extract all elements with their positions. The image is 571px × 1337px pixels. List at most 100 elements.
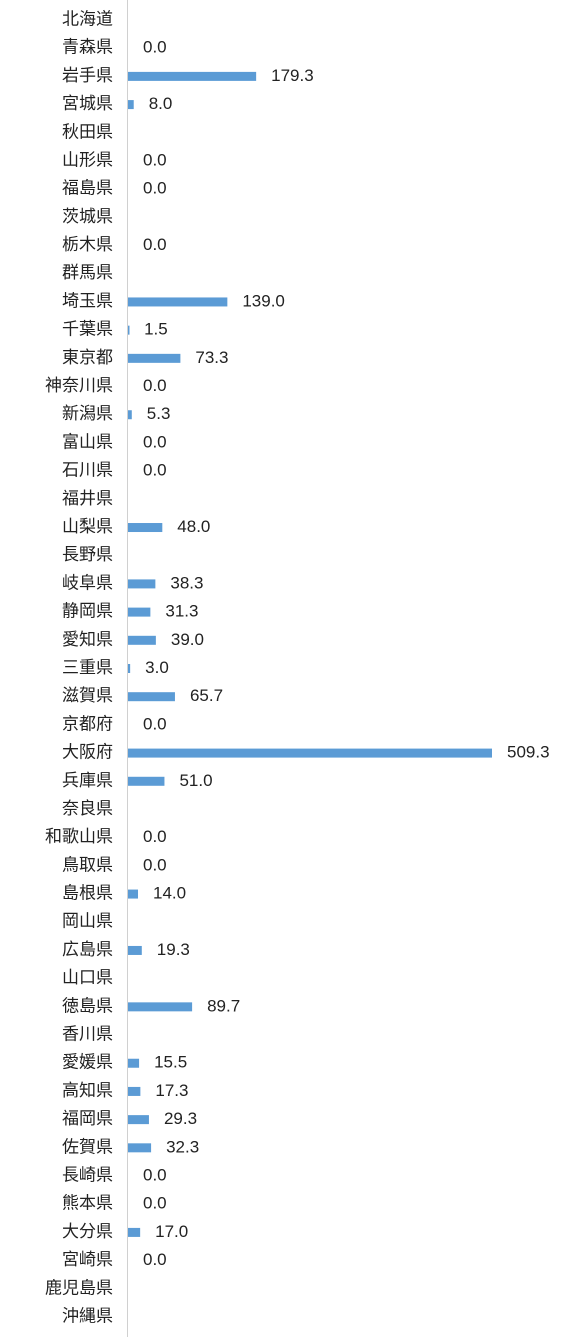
- category-label: 茨城県: [62, 207, 113, 226]
- category-label: 山口県: [62, 968, 113, 987]
- value-label: 19.3: [157, 940, 190, 959]
- category-label: 宮崎県: [62, 1250, 113, 1269]
- bar: [128, 748, 492, 758]
- bar: [128, 607, 151, 617]
- category-label: 岡山県: [62, 912, 113, 931]
- category-label: 神奈川県: [45, 376, 113, 395]
- bar: [128, 410, 132, 420]
- category-label: 千葉県: [62, 320, 113, 339]
- value-label: 17.0: [155, 1222, 188, 1241]
- value-label: 5.3: [147, 404, 171, 423]
- category-label: 岐阜県: [62, 573, 113, 592]
- bar: [128, 1227, 141, 1237]
- value-label: 0.0: [143, 461, 167, 480]
- value-label: 0.0: [143, 714, 167, 733]
- bar: [128, 325, 130, 335]
- category-label: 福島県: [62, 179, 113, 198]
- value-label: 0.0: [143, 1166, 167, 1185]
- value-label: 0.0: [143, 376, 167, 395]
- value-label: 3.0: [145, 658, 169, 677]
- category-label: 群馬県: [62, 263, 113, 282]
- value-label: 8.0: [149, 94, 173, 113]
- category-label: 山形県: [62, 150, 113, 169]
- bar: [128, 692, 175, 702]
- bar: [128, 523, 163, 533]
- category-label: 青森県: [62, 38, 113, 57]
- bar: [128, 889, 139, 899]
- value-label: 51.0: [179, 771, 212, 790]
- category-label: 東京都: [62, 348, 113, 367]
- value-label: 0.0: [143, 179, 167, 198]
- value-label: 15.5: [154, 1053, 187, 1072]
- value-label: 0.0: [143, 150, 167, 169]
- value-label: 48.0: [177, 517, 210, 536]
- value-label: 509.3: [507, 743, 550, 762]
- bar: [128, 776, 165, 786]
- category-label: 愛知県: [62, 630, 113, 649]
- bar: [128, 945, 142, 955]
- bar: [128, 1143, 152, 1153]
- bar: [128, 100, 134, 110]
- category-label: 奈良県: [62, 799, 113, 818]
- value-label: 0.0: [143, 1250, 167, 1269]
- category-label: 秋田県: [62, 122, 113, 141]
- value-label: 65.7: [190, 686, 223, 705]
- value-label: 89.7: [207, 996, 240, 1015]
- category-label: 新潟県: [62, 404, 113, 423]
- bar: [128, 1115, 149, 1125]
- bar: [128, 1086, 141, 1096]
- bar: [128, 664, 131, 673]
- value-label: 38.3: [170, 573, 203, 592]
- category-label: 埼玉県: [62, 291, 113, 310]
- category-label: 熊本県: [62, 1194, 113, 1213]
- category-label: 和歌山県: [45, 827, 113, 846]
- bar: [128, 353, 181, 363]
- value-label: 1.5: [144, 320, 168, 339]
- value-label: 0.0: [143, 1194, 167, 1213]
- value-label: 14.0: [153, 884, 186, 903]
- category-label: 大阪府: [62, 743, 113, 762]
- category-label: 鳥取県: [62, 855, 113, 874]
- value-label: 17.3: [155, 1081, 188, 1100]
- category-label: 岩手県: [62, 66, 113, 85]
- category-label: 徳島県: [62, 996, 113, 1015]
- value-label: 39.0: [171, 630, 204, 649]
- bar: [128, 1058, 140, 1068]
- category-label: 富山県: [62, 432, 113, 451]
- value-label: 31.3: [165, 602, 198, 621]
- value-label: 0.0: [143, 855, 167, 874]
- category-label: 三重県: [62, 658, 113, 677]
- category-label: 島根県: [62, 884, 113, 903]
- bar: [128, 297, 228, 307]
- value-label: 139.0: [242, 291, 285, 310]
- category-label: 香川県: [62, 1025, 113, 1044]
- bar: [128, 579, 156, 589]
- category-label: 福井県: [62, 489, 113, 508]
- category-label: 福岡県: [62, 1109, 113, 1128]
- category-label: 北海道: [62, 9, 113, 28]
- category-label: 鹿児島県: [45, 1278, 113, 1297]
- value-label: 32.3: [166, 1137, 199, 1156]
- category-label: 宮城県: [62, 94, 113, 113]
- category-label: 石川県: [62, 461, 113, 480]
- bar: [128, 635, 156, 645]
- value-label: 0.0: [143, 432, 167, 451]
- value-label: 0.0: [143, 827, 167, 846]
- category-label: 広島県: [62, 940, 113, 959]
- value-label: 179.3: [271, 66, 314, 85]
- value-label: 73.3: [195, 348, 228, 367]
- category-label: 静岡県: [62, 602, 113, 621]
- value-label: 0.0: [143, 235, 167, 254]
- category-label: 大分県: [62, 1222, 113, 1241]
- category-label: 沖縄県: [62, 1306, 113, 1325]
- value-label: 0.0: [143, 38, 167, 57]
- category-label: 愛媛県: [62, 1053, 113, 1072]
- category-label: 高知県: [62, 1081, 113, 1100]
- category-label: 兵庫県: [62, 771, 113, 790]
- bar: [128, 71, 257, 81]
- category-label: 京都府: [62, 714, 113, 733]
- category-label: 佐賀県: [62, 1137, 113, 1156]
- category-label: 長野県: [62, 545, 113, 564]
- category-label: 滋賀県: [62, 686, 113, 705]
